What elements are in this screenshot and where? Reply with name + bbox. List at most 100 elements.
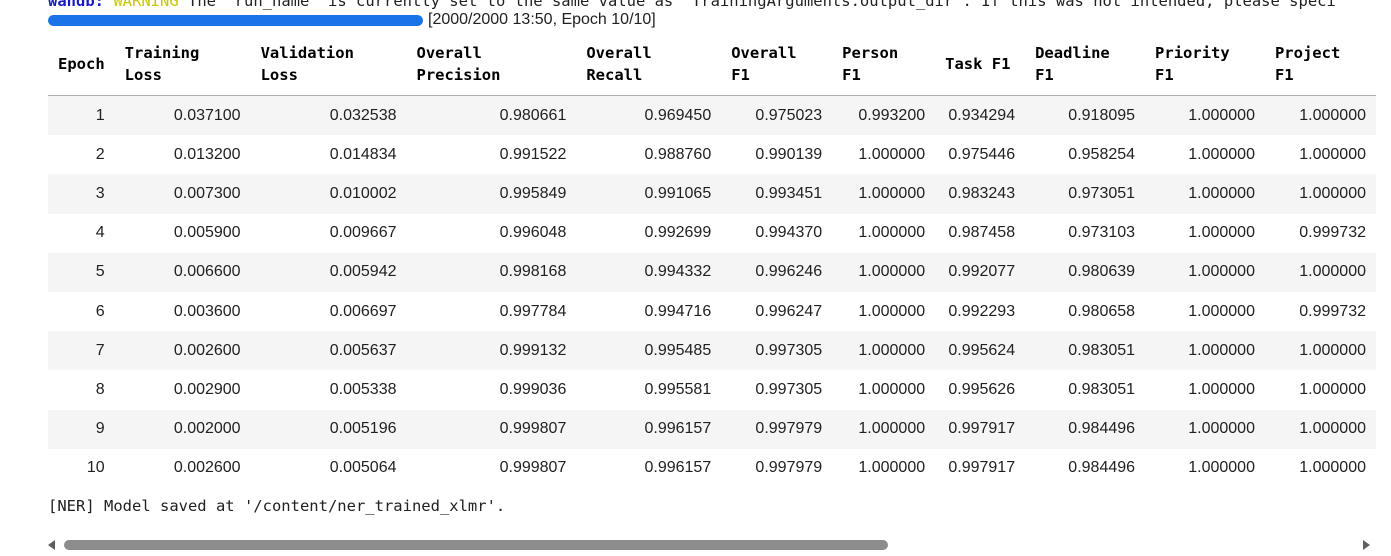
table-cell: 1.000000 (858, 459, 926, 477)
table-cell: 0.010002 (250, 174, 407, 214)
table-cell: 0.005637 (250, 331, 407, 371)
model-saved-message: [NER] Model saved at '/content/ner_train… (48, 497, 506, 515)
table-cell: 1.000000 (858, 145, 926, 163)
table-cell: 0.991065 (576, 174, 722, 214)
table-cell: 1.000000 (1145, 331, 1265, 371)
table-cell: 0.005196 (250, 409, 407, 449)
table-cell: 1.000000 (1188, 145, 1255, 163)
table-cell: 1.000000 (1188, 224, 1255, 242)
training-progress: [2000/2000 13:50, Epoch 10/10] (48, 10, 656, 30)
table-cell: 0.997917 (948, 459, 1016, 477)
column-header: Epoch (48, 33, 115, 96)
scrollbar-thumb[interactable] (64, 540, 888, 550)
table-cell: 0.984496 (1068, 459, 1136, 477)
table-cell: 0.980639 (1025, 252, 1146, 292)
column-header: Person F1 (832, 33, 936, 96)
column-header: Overall F1 (721, 33, 833, 96)
table-cell: 0.990139 (755, 145, 823, 163)
table-cell: 1.000000 (1264, 252, 1376, 292)
column-header: Project F1 (1264, 33, 1376, 96)
table-cell: 0.984496 (1025, 409, 1146, 449)
table-cell: 1.000000 (1299, 459, 1366, 477)
table-cell: 0.993200 (832, 95, 936, 136)
table-cell: 0.995581 (644, 380, 712, 398)
table-cell: 1.000000 (1264, 409, 1376, 449)
table-cell: 1.000000 (1188, 459, 1255, 477)
table-cell: 0.995626 (948, 380, 1016, 398)
wandb-warning-line: wandb: WARNING The `run_name` is current… (48, 0, 1336, 11)
table-cell: 0.994370 (755, 224, 823, 242)
column-header: Overall Recall (576, 33, 722, 96)
table-cell: 0.002600 (173, 459, 241, 477)
table-cell: 0.997784 (499, 302, 567, 320)
table-cell: 0.013200 (173, 145, 241, 163)
table-cell: 0.975446 (948, 145, 1016, 163)
table-header-row: Epoch Training Loss Validation Loss Overall… (48, 33, 1376, 96)
table-cell: 0.980661 (406, 95, 577, 136)
table-cell: 0.975023 (721, 95, 833, 136)
table-row: 10 0.002600 0.005064 0.999807 0.996157 0.9979… (48, 449, 1376, 488)
table-cell: 1.000000 (1145, 252, 1265, 292)
table-cell: 0.999732 (1299, 302, 1366, 320)
table-cell: 0.997917 (935, 409, 1026, 449)
table-cell: 0.997979 (755, 459, 823, 477)
column-header: Overall Precision (406, 33, 577, 96)
table-cell: 1.000000 (1188, 302, 1255, 320)
table-cell: 0.994716 (644, 302, 712, 320)
table-cell: 0.006697 (329, 302, 397, 320)
table-cell: 1.000000 (1264, 95, 1376, 136)
table-cell: 0.999732 (1299, 224, 1366, 242)
table-cell: 0.983051 (1025, 331, 1146, 371)
table-cell: 0.005942 (250, 252, 407, 292)
table-cell: 1.000000 (832, 174, 936, 214)
table-cell: 0.003600 (173, 302, 241, 320)
table-cell: 0.999807 (406, 409, 577, 449)
table-cell: 0.996157 (576, 409, 722, 449)
table-row: 1 0.037100 0.032538 0.980661 0.969450 0.97502… (48, 95, 1376, 136)
table-cell: 0.997305 (721, 331, 833, 371)
table-row: 6 0.003600 0.006697 0.997784 0.994716 0.99624… (48, 292, 1376, 331)
table-cell: 3 (48, 174, 115, 214)
table-cell: 0.999036 (499, 380, 567, 398)
table-cell: 9 (48, 409, 115, 449)
table-cell: 0.995624 (935, 331, 1026, 371)
column-header: Training Loss (114, 33, 251, 96)
table-cell: 0.987458 (948, 224, 1016, 242)
table-cell: 0.996246 (721, 252, 833, 292)
table-cell: 1.000000 (1299, 145, 1366, 163)
table-cell: 0.918095 (1025, 95, 1146, 136)
wandb-prefix: wandb: (48, 0, 104, 10)
table-cell: 1.000000 (858, 224, 926, 242)
scroll-right-arrow-icon[interactable] (1363, 540, 1370, 550)
table-cell: 0.996157 (644, 459, 712, 477)
table-cell: 1 (48, 95, 115, 136)
table-cell: 0.007300 (114, 174, 251, 214)
table-row: 7 0.002600 0.005637 0.999132 0.995485 0.99730… (48, 331, 1376, 371)
scroll-left-arrow-icon[interactable] (48, 540, 55, 550)
horizontal-scrollbar[interactable] (44, 536, 1374, 554)
table-cell: 0.002900 (173, 380, 241, 398)
table-cell: 0.993451 (721, 174, 833, 214)
table-cell: 0.992077 (935, 252, 1026, 292)
table-cell: 0.988760 (644, 145, 712, 163)
table-cell: 0.973051 (1025, 174, 1146, 214)
column-header: Task F1 (935, 33, 1026, 96)
warning-level: WARNING (113, 0, 179, 10)
table-cell: 0.998168 (406, 252, 577, 292)
progress-bar-fill (48, 14, 423, 26)
table-cell: 4 (95, 224, 105, 242)
table-cell: 0.997979 (721, 409, 833, 449)
table-cell: 0.032538 (250, 95, 407, 136)
table-cell: 0.991522 (499, 145, 567, 163)
column-header: Validation Loss (250, 33, 407, 96)
table-cell: 0.992293 (948, 302, 1016, 320)
progress-text: [2000/2000 13:50, Epoch 10/10] (428, 11, 656, 28)
table-cell: 1.000000 (1145, 174, 1265, 214)
column-header: Priority F1 (1145, 33, 1265, 96)
table-cell: 0.037100 (114, 95, 251, 136)
table-cell: 0.005338 (329, 380, 397, 398)
table-cell: 0.996048 (499, 224, 567, 242)
table-row: 8 0.002900 0.005338 0.999036 0.995581 0.99730… (48, 370, 1376, 409)
table-cell: 0.980658 (1068, 302, 1136, 320)
table-cell: 0.999807 (499, 459, 567, 477)
